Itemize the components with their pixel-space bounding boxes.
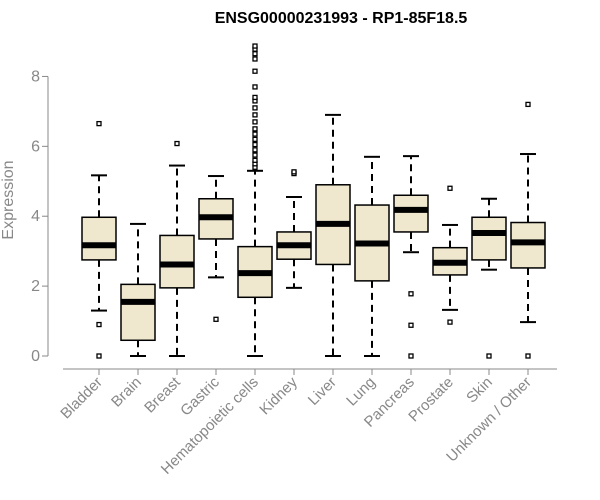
box-skin [471,197,507,359]
outlier-point [252,94,258,101]
iqr-box [81,216,117,261]
outlier-point [447,319,453,325]
box-brain [120,222,156,357]
box-breast [159,140,195,357]
outlier-point [252,152,258,158]
box-kidney [276,169,312,289]
x-tick-label: Breast [141,373,184,416]
outlier-point [252,112,258,118]
outlier-point [213,316,219,322]
outlier-point [291,169,297,175]
outlier-point [252,68,258,74]
box-lung [354,155,390,357]
box-bladder [81,120,117,359]
y-axis-label: Expression [0,160,17,239]
outlier-point [252,136,258,142]
outlier-point [408,322,414,328]
outlier-point [174,140,180,147]
outlier-point [252,51,258,57]
outlier-point [486,353,492,359]
y-tick-label: 4 [31,208,40,225]
box-liver [315,113,351,357]
outlier-point [252,119,258,125]
outlier-point [252,126,258,132]
x-tick-label: Brain [108,374,145,411]
y-tick-label: 0 [31,348,40,365]
outlier-point [96,353,102,359]
y-tick-label: 2 [31,278,40,295]
outlier-point [252,157,258,163]
outlier-point [252,43,258,49]
box-prostate [432,185,468,325]
outlier-point [96,120,102,127]
box-hematopoietic-cells [237,43,273,357]
y-tick-label: 6 [31,138,40,155]
outlier-point [252,105,258,111]
iqr-box [471,216,507,261]
x-tick-label: Kidney [256,373,301,418]
outlier-point [525,353,531,359]
x-tick-label: Skin [463,374,496,407]
outlier-point [252,147,258,153]
outlier-point [96,321,102,328]
boxes [81,43,546,359]
outlier-point [408,291,414,297]
outlier-point [252,131,258,137]
chart-title: ENSG00000231993 - RP1-85F18.5 [215,10,468,27]
y-axis: 0 2 4 6 8 [31,68,49,365]
iqr-box [393,194,429,233]
y-tick-label: 8 [31,68,40,85]
x-tick-label: Bladder [57,374,106,423]
outlier-point [525,101,531,108]
outlier-point [252,84,258,90]
outlier-point [252,56,258,62]
iqr-box [120,283,156,342]
box-gastric [198,175,234,322]
box-pancreas [393,155,429,359]
outlier-point [447,185,453,191]
x-tick-label: Liver [305,374,340,409]
x-tick-label: Lung [343,374,379,410]
outlier-point [408,353,414,359]
outlier-point [252,141,258,148]
box-unknown-other [510,101,546,359]
